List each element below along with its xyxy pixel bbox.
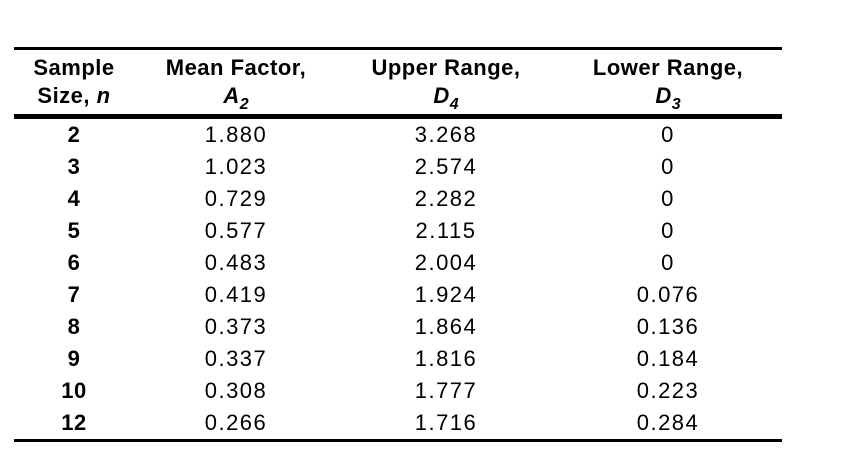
symbol-d3-subscript: 3 <box>671 96 681 113</box>
d4-value: 1.924 <box>414 282 478 307</box>
a2-value: 0.337 <box>204 346 268 371</box>
upper-range-label: Upper Range, <box>371 55 521 80</box>
mean-factor-label: Mean Factor, <box>165 55 307 80</box>
d4-value: 2.004 <box>414 250 478 275</box>
symbol-a-subscript: 2 <box>239 96 249 113</box>
d3-value: 0.076 <box>636 282 700 307</box>
d3-value: 0 <box>661 122 675 147</box>
d4-value: 1.816 <box>414 346 478 371</box>
d3-value: 0.223 <box>636 378 700 403</box>
d3-value: 0.184 <box>636 346 700 371</box>
sample-size-value: 12 <box>61 410 87 435</box>
sample-size-value: 3 <box>67 154 81 179</box>
a2-value: 0.729 <box>204 186 268 211</box>
a2-value: 0.308 <box>204 378 268 403</box>
a2-value: 0.373 <box>204 314 268 339</box>
a2-value: 0.483 <box>204 250 268 275</box>
symbol-d3: D <box>655 83 672 108</box>
col-header-sample-size: Sample Size, n <box>14 48 134 119</box>
sample-size-label-line1: Sample <box>33 55 115 80</box>
a2-value: 0.577 <box>204 218 268 243</box>
d4-value: 2.574 <box>414 154 478 179</box>
table-row: 10 0.308 1.777 0.223 <box>14 375 782 407</box>
d3-value: 0.284 <box>636 410 700 435</box>
d3-value: 0.136 <box>636 314 700 339</box>
table-row: 5 0.577 2.115 0 <box>14 215 782 247</box>
d3-value: 0 <box>661 250 675 275</box>
symbol-d4-subscript: 4 <box>449 96 459 113</box>
sample-size-value: 5 <box>67 218 81 243</box>
table-header: Sample Size, n Mean Factor, A2 Upper Ran… <box>14 48 782 119</box>
sample-size-value: 8 <box>67 314 81 339</box>
col-header-upper-range: Upper Range, D4 <box>338 48 554 119</box>
sample-size-label-line2: Size, <box>37 83 97 108</box>
a2-value: 1.880 <box>204 122 268 147</box>
d3-value: 0 <box>661 218 675 243</box>
d4-value: 1.777 <box>414 378 478 403</box>
symbol-d4: D <box>433 83 450 108</box>
d3-value: 0 <box>661 186 675 211</box>
d4-value: 3.268 <box>414 122 478 147</box>
table-row: 4 0.729 2.282 0 <box>14 183 782 215</box>
sample-size-value: 10 <box>61 378 87 403</box>
table-row: 2 1.880 3.268 0 <box>14 117 782 152</box>
table-row: 8 0.373 1.864 0.136 <box>14 311 782 343</box>
table-row: 12 0.266 1.716 0.284 <box>14 407 782 441</box>
col-header-mean-factor: Mean Factor, A2 <box>134 48 338 119</box>
sample-size-value: 9 <box>67 346 81 371</box>
table-body: 2 1.880 3.268 0 3 1.023 2.574 0 4 0.729 … <box>14 117 782 441</box>
control-chart-factors-table: Sample Size, n Mean Factor, A2 Upper Ran… <box>14 47 782 442</box>
table-row: 9 0.337 1.816 0.184 <box>14 343 782 375</box>
sample-size-value: 4 <box>67 186 81 211</box>
d3-value: 0 <box>661 154 675 179</box>
d4-value: 2.115 <box>415 218 477 243</box>
symbol-n: n <box>96 83 111 108</box>
sample-size-value: 2 <box>67 122 81 147</box>
col-header-lower-range: Lower Range, D3 <box>554 48 782 119</box>
table-row: 7 0.419 1.924 0.076 <box>14 279 782 311</box>
table-row: 6 0.483 2.004 0 <box>14 247 782 279</box>
header-row: Sample Size, n Mean Factor, A2 Upper Ran… <box>14 48 782 119</box>
sample-size-value: 7 <box>67 282 81 307</box>
a2-value: 0.266 <box>204 410 268 435</box>
d4-value: 2.282 <box>414 186 478 211</box>
d4-value: 1.716 <box>414 410 478 435</box>
sample-size-value: 6 <box>67 250 81 275</box>
lower-range-label: Lower Range, <box>592 55 744 80</box>
symbol-a: A <box>223 83 240 108</box>
table-row: 3 1.023 2.574 0 <box>14 151 782 183</box>
d4-value: 1.864 <box>414 314 478 339</box>
a2-value: 1.023 <box>204 154 268 179</box>
a2-value: 0.419 <box>204 282 268 307</box>
